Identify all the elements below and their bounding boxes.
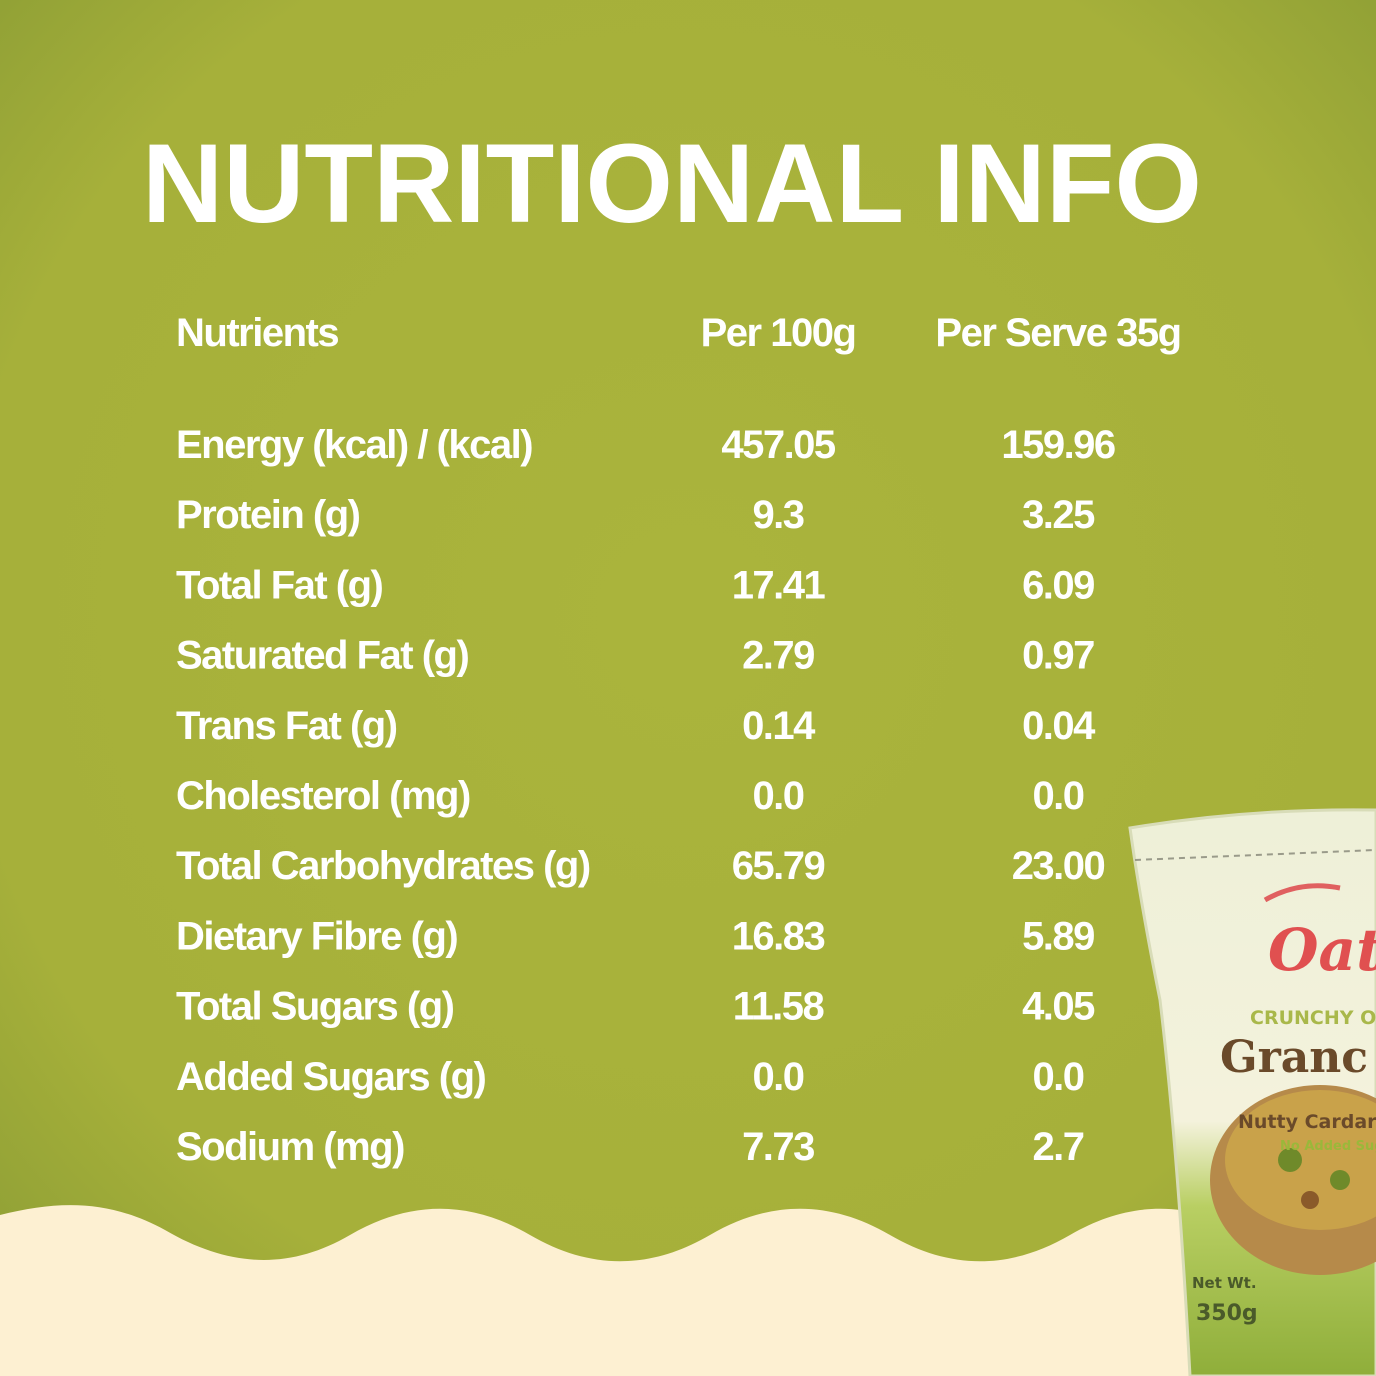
nutrient-name: Total Carbohydrates (g) bbox=[176, 844, 590, 888]
nutrient-value: 23.00 bbox=[1012, 844, 1105, 888]
nutrient-value: 3.25 bbox=[1022, 493, 1095, 537]
nutrient-name: Total Sugars (g) bbox=[176, 985, 454, 1029]
nutrient-value: 0.0 bbox=[1032, 1055, 1083, 1099]
nutrient-value: 0.97 bbox=[1022, 634, 1094, 678]
table-header: Nutrients bbox=[176, 311, 338, 355]
nutrient-value: 457.05 bbox=[721, 423, 836, 467]
nutrient-name: Saturated Fat (g) bbox=[176, 634, 468, 678]
nutrient-value: 159.96 bbox=[1001, 423, 1115, 467]
net-weight-label: Net Wt. bbox=[1192, 1274, 1257, 1292]
nutrient-name: Cholesterol (mg) bbox=[176, 774, 470, 818]
table-header: Per 100g bbox=[701, 311, 856, 355]
nutrient-value: 0.0 bbox=[752, 1055, 803, 1099]
nutrient-value: 6.09 bbox=[1022, 563, 1094, 607]
nutrient-value: 7.73 bbox=[742, 1125, 814, 1169]
table-header: Per Serve 35g bbox=[935, 311, 1180, 355]
nutrient-value: 2.79 bbox=[742, 634, 814, 678]
nutrient-name: Added Sugars (g) bbox=[176, 1055, 486, 1099]
nutrient-value: 5.89 bbox=[1022, 914, 1094, 958]
title: NUTRITIONAL INFO bbox=[142, 121, 1202, 246]
nutrient-value: 4.05 bbox=[1022, 985, 1095, 1029]
nutrient-value: 0.0 bbox=[752, 774, 803, 818]
nutrient-value: 11.58 bbox=[733, 985, 825, 1029]
nutrient-name: Protein (g) bbox=[176, 493, 360, 537]
flavor: Nutty Cardar bbox=[1238, 1111, 1376, 1133]
nutrient-name: Sodium (mg) bbox=[176, 1125, 404, 1169]
nutrient-value: 9.3 bbox=[752, 493, 803, 537]
net-weight: 350g bbox=[1196, 1301, 1258, 1326]
nutrient-value: 0.14 bbox=[742, 704, 816, 748]
nutrient-value: 0.04 bbox=[1022, 704, 1096, 748]
product: Granc bbox=[1220, 1032, 1368, 1083]
nutrition-table: Nutrients Per 100g Per Serve 35g Energy (kc… bbox=[176, 311, 1182, 1169]
nutrient-name: Dietary Fibre (g) bbox=[176, 914, 457, 958]
brand: Oatec bbox=[1268, 916, 1376, 984]
nutrient-name: Energy (kcal) / (kcal) bbox=[176, 423, 532, 467]
nutrient-name: Trans Fat (g) bbox=[176, 704, 397, 748]
nutrient-value: 65.79 bbox=[732, 844, 825, 888]
nutrient-value: 0.0 bbox=[1032, 774, 1083, 818]
product-package: Oatec CRUNCHY OA Granc Nutty Cardar No A… bbox=[1128, 808, 1376, 1376]
line: CRUNCHY OA bbox=[1250, 1007, 1376, 1029]
nutrient-value: 2.7 bbox=[1032, 1125, 1083, 1169]
nutrient-value: 17.41 bbox=[732, 563, 826, 607]
nutrient-name: Total Fat (g) bbox=[176, 563, 383, 607]
wave bbox=[0, 1205, 1376, 1376]
claim: No Added Suga bbox=[1280, 1139, 1376, 1154]
nutrient-value: 16.83 bbox=[732, 914, 825, 958]
